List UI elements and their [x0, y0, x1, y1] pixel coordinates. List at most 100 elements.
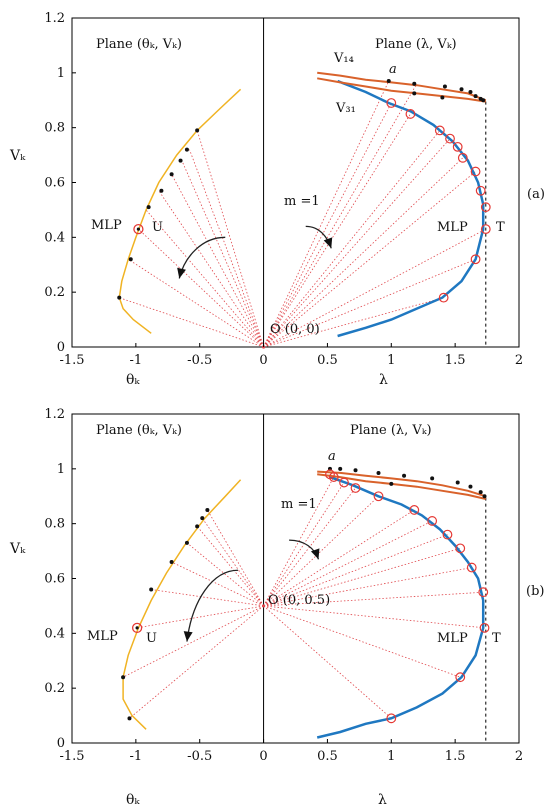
plot-frame: [71, 413, 520, 744]
ray-line: [263, 547, 461, 607]
marker-group: [133, 98, 491, 349]
pv-marker: [480, 202, 491, 213]
v14-label: V₁₄: [333, 51, 354, 66]
panel-label: (b): [526, 584, 544, 599]
data-point: [169, 172, 174, 177]
data-point: [376, 470, 381, 475]
mlp-right-label: MLP: [437, 631, 468, 646]
left-plane-title: Plane (θₖ, Vₖ): [96, 37, 182, 52]
data-point: [482, 494, 487, 499]
left-plane-title: Plane (θₖ, Vₖ): [96, 423, 182, 438]
data-point: [478, 490, 483, 495]
y-tick-label: 1: [57, 66, 65, 81]
m-label: m =1: [281, 497, 317, 512]
ray-line: [127, 258, 264, 348]
y-tick-label: 1.2: [44, 11, 65, 26]
ray-line: [201, 517, 264, 607]
ray-line: [151, 589, 264, 607]
v14-curve: [317, 470, 487, 498]
x-tick-label: 0.5: [317, 353, 338, 368]
data-point: [117, 295, 122, 300]
y-tick-labels: 0 0.2 0.4 0.6 0.8 1 1.2: [44, 407, 76, 751]
y-tick-label: 1: [57, 462, 65, 477]
u-label: U: [152, 220, 163, 235]
x-tick-label: -1: [130, 353, 143, 368]
ray-line: [263, 113, 411, 348]
pv-curve: [337, 79, 485, 338]
origin-label: O (0, 0.5): [268, 593, 330, 608]
x-tick-label: -0.5: [187, 353, 212, 368]
y-axis-label: Vₖ: [9, 148, 26, 164]
pv-marker: [475, 185, 486, 196]
data-point: [169, 560, 174, 565]
ray-line: [263, 138, 451, 348]
pv-marker: [452, 141, 463, 152]
origin-point: [261, 604, 266, 608]
ray-line: [263, 102, 392, 348]
ray-line: [138, 228, 264, 348]
x-tick-label: 1: [387, 749, 395, 764]
panel-a: -1.5 -1 -0.5 0 0.5 1 1.5 2 0 0.2 0.4 0.6 0.8 1 1.2 Pl…: [9, 11, 545, 388]
marker-group: [131, 469, 490, 724]
t-label: T: [492, 631, 501, 646]
pv-marker: [480, 224, 491, 235]
x-tick-label: 0: [259, 353, 267, 368]
x-axis-label-left: θₖ: [126, 372, 140, 388]
ray-line: [181, 160, 264, 348]
pv-marker: [478, 587, 489, 598]
y-axis-label: Vₖ: [9, 541, 26, 557]
data-point: [338, 466, 343, 471]
pv-marker: [409, 505, 420, 515]
dot-group: [121, 466, 487, 721]
mlp-u-marker: [131, 622, 143, 634]
ray-line: [129, 605, 264, 719]
x-tick-label: -1.5: [59, 749, 84, 764]
right-arrow: [289, 539, 320, 560]
data-point: [386, 79, 391, 84]
x-tick-label: -1.5: [59, 353, 84, 368]
right-arrow-head: [323, 237, 333, 249]
data-point: [195, 524, 200, 529]
pv-marker: [470, 254, 481, 265]
left-locus-curve: [118, 88, 242, 334]
ray-line: [189, 149, 264, 348]
ray-line: [263, 534, 448, 607]
pv-marker: [350, 483, 361, 493]
x-tick-label: 1: [387, 353, 395, 368]
x-axis-label-right: λ: [379, 372, 388, 388]
data-point: [440, 95, 445, 100]
left-arrow: [186, 569, 239, 642]
pv-marker: [386, 713, 397, 724]
data-point: [128, 257, 133, 262]
t-label: T: [496, 220, 505, 235]
y-tick-label: 0.2: [44, 285, 65, 300]
pv-marker: [405, 109, 416, 119]
data-point: [455, 480, 460, 485]
ray-line: [186, 542, 264, 607]
x-tick-label: 1.5: [445, 749, 466, 764]
v14-curve: [317, 71, 487, 102]
data-point: [205, 507, 210, 512]
data-point: [430, 476, 435, 481]
data-point: [468, 484, 473, 489]
m-label: m =1: [284, 194, 320, 209]
pv-marker: [373, 491, 384, 502]
ray-line: [263, 605, 485, 629]
u-label: U: [146, 631, 157, 646]
pv-marker: [470, 166, 481, 177]
ray-line: [145, 209, 264, 348]
ray-line: [263, 80, 390, 348]
pv-marker: [325, 469, 335, 480]
a-label: a: [389, 62, 397, 77]
mlp-left-label: MLP: [91, 218, 122, 233]
data-point: [459, 87, 464, 92]
data-point: [178, 158, 183, 163]
right-plane-title: Plane (λ, Vₖ): [350, 423, 432, 438]
ray-line: [263, 482, 345, 607]
data-point: [195, 128, 200, 133]
y-tick-label: 0: [57, 736, 65, 751]
data-point: [442, 84, 447, 89]
x-tick-label: 2: [515, 353, 523, 368]
y-tick-label: 0: [57, 340, 65, 355]
